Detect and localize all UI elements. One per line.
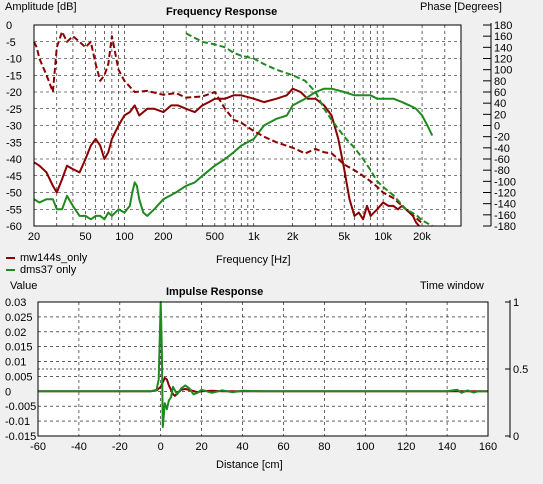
frequency-response-chart: 0-5-10-15-20-25-30-35-40-45-50-55-601801… (6, 20, 516, 243)
y2-tick-label: -100 (494, 176, 516, 188)
legend-label-dms37: dms37 only (20, 264, 77, 276)
distance-axis-title: Distance [cm] (216, 459, 283, 471)
y-tick-label: 0 (6, 20, 12, 32)
y-tick-label: -0.01 (5, 416, 30, 428)
y2-tick-label: 0.5 (513, 364, 528, 376)
y-tick-label: -5 (6, 37, 16, 49)
x-tick-label: 500 (206, 231, 224, 243)
y-tick-label: -40 (6, 154, 22, 166)
y-tick-label: -20 (6, 87, 22, 99)
x-tick-label: -60 (30, 441, 46, 453)
y-tick-label: -10 (6, 54, 22, 66)
x-tick-label: 50 (79, 231, 91, 243)
y2-tick-label: 20 (494, 109, 506, 121)
x-tick-label: 80 (318, 441, 330, 453)
frequency-axis-title: Frequency [Hz] (216, 254, 291, 266)
frequency-chart-title: Frequency Response (166, 6, 278, 18)
y2-tick-label: 180 (494, 20, 512, 32)
y-tick-label: -15 (6, 70, 22, 82)
legend-item-mw144s: mw144s_only (6, 252, 87, 264)
y-tick-label: 0.03 (5, 297, 26, 309)
y2-tick-label: 40 (494, 98, 506, 110)
x-tick-label: 160 (479, 441, 497, 453)
y2-tick-label: 0 (494, 121, 500, 133)
y2-tick-label: 100 (494, 65, 512, 77)
y-tick-label: -0.015 (5, 431, 36, 443)
y2-tick-label: -40 (494, 143, 510, 155)
y-tick-label: 0.02 (5, 327, 26, 339)
y-tick-label: -25 (6, 104, 22, 116)
x-tick-label: 100 (115, 231, 133, 243)
y-tick-label: -55 (6, 204, 22, 216)
frequency-response-panel: Amplitude [dB] Frequency Response Phase … (5, 1, 516, 276)
x-tick-label: 200 (154, 231, 172, 243)
x-tick-label: 140 (438, 441, 456, 453)
legend-swatch-dms37 (6, 269, 15, 271)
x-tick-label: 10k (374, 231, 392, 243)
y-tick-label: 0.01 (5, 357, 26, 369)
series-dms37-amplitude (33, 87, 434, 221)
series-dms37-phase (185, 32, 433, 227)
y2-tick-label: 160 (494, 31, 512, 43)
series-mw144s-phase (33, 30, 423, 224)
y-tick-label: 0.015 (5, 342, 33, 354)
x-tick-label: 100 (356, 441, 374, 453)
y-tick-label: -50 (6, 188, 22, 200)
impulse-response-chart: -60 -40 -20 0 20 40 60 80 100 120 140 1600.030.0250… (5, 297, 528, 453)
y-tick-label: 0 (5, 386, 11, 398)
y2-tick-label: 120 (494, 54, 512, 66)
plot-frame (33, 24, 462, 227)
y2-tick-label: 80 (494, 76, 506, 88)
x-tick-label: 20 (28, 231, 40, 243)
y2-tick-label: -140 (494, 199, 516, 211)
x-tick-label: 120 (397, 441, 415, 453)
y2-tick-label: -60 (494, 154, 510, 166)
amplitude-axis-title: Amplitude [dB] (5, 1, 77, 13)
y2-tick-label: 1 (513, 297, 519, 309)
impulse-response-panel: Value Impulse Response Time window -60 -4… (0, 278, 543, 484)
y-tick-label: -30 (6, 121, 22, 133)
legend-swatch-mw144s (6, 257, 15, 259)
x-tick-label: 60 (277, 441, 289, 453)
x-tick-label: 2k (287, 231, 299, 243)
y2-tick-label: -20 (494, 132, 510, 144)
y2-tick-label: 60 (494, 87, 506, 99)
y2-tick-label: 0 (513, 431, 519, 443)
phase-axis-title: Phase [Degrees] (420, 1, 502, 13)
series-dms37-impulse (38, 301, 488, 429)
plot-frame (37, 301, 489, 437)
y-tick-label: -0.005 (5, 401, 36, 413)
time-window-axis-title: Time window (420, 280, 484, 292)
y-tick-label: 0.005 (5, 371, 33, 383)
x-tick-label: 20 (196, 441, 208, 453)
x-tick-label: 5k (338, 231, 350, 243)
y-tick-label: -45 (6, 171, 22, 183)
y-tick-label: -35 (6, 137, 22, 149)
y2-tick-label: -120 (494, 188, 516, 200)
x-tick-label: 1k (248, 231, 260, 243)
x-tick-label: -20 (112, 441, 128, 453)
y2-tick-label: -80 (494, 165, 510, 177)
value-axis-title: Value (10, 280, 38, 292)
legend-label-mw144s: mw144s_only (20, 252, 88, 264)
x-tick-label: 0 (158, 441, 164, 453)
legend-item-dms37: dms37 only (6, 264, 87, 276)
y2-tick-label: -160 (494, 210, 516, 222)
impulse-chart-title: Impulse Response (166, 286, 264, 298)
legend: mw144s_only dms37 only (6, 252, 87, 276)
y-tick-label: -60 (6, 221, 22, 233)
y2-tick-label: -180 (494, 221, 516, 233)
y-tick-label: 0.025 (5, 312, 33, 324)
y2-tick-label: 140 (494, 42, 512, 54)
x-tick-label: -40 (71, 441, 87, 453)
x-tick-label: 40 (236, 441, 248, 453)
x-tick-label: 20k (413, 231, 431, 243)
